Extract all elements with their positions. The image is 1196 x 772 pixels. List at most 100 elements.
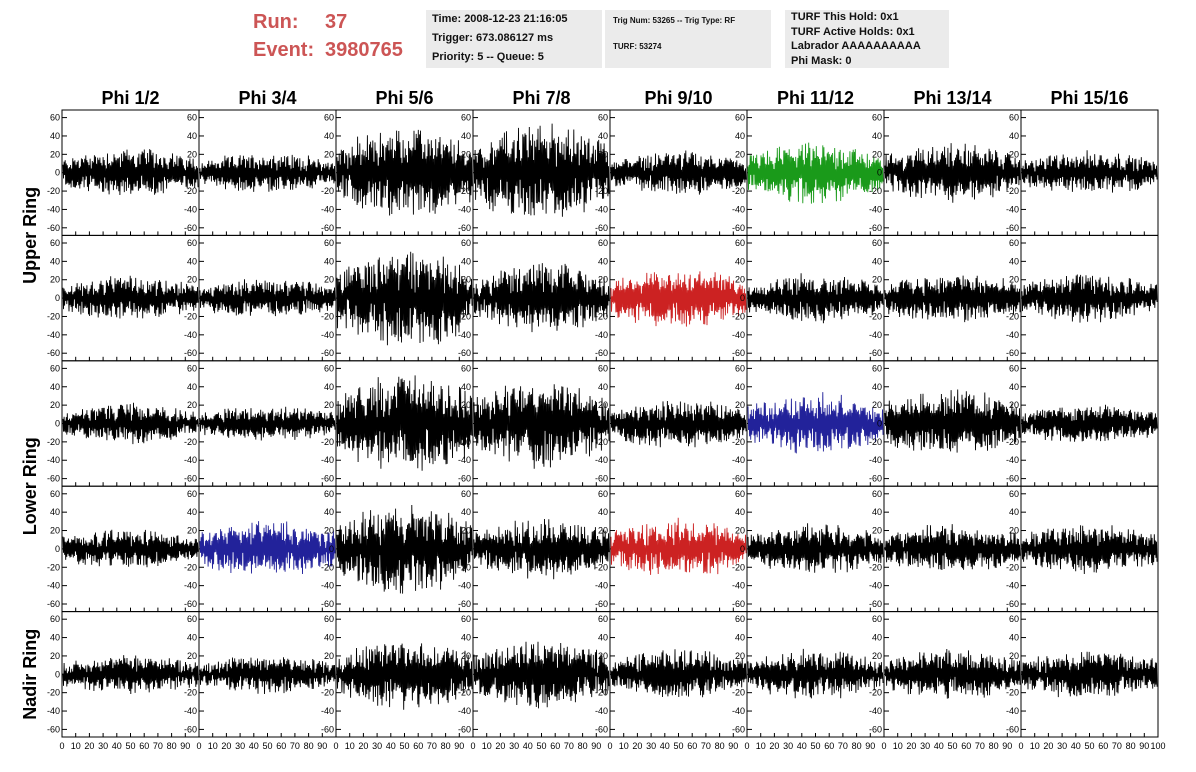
y-tick-label: 40	[872, 382, 882, 392]
y-tick-label: 0	[466, 293, 471, 303]
y-tick-label: -40	[869, 455, 882, 465]
y-tick-label: 60	[872, 614, 882, 624]
run-value: 37	[325, 11, 348, 33]
x-tick-label: 90	[1139, 741, 1149, 751]
y-tick-label: 60	[735, 113, 745, 123]
y-tick-label: 0	[192, 168, 197, 178]
y-tick-label: 20	[598, 651, 608, 661]
y-tick-label: -20	[458, 688, 471, 698]
y-tick-label: 60	[598, 489, 608, 499]
y-tick-label: 40	[461, 131, 471, 141]
waveform-trace	[473, 263, 610, 333]
waveform-trace	[610, 150, 747, 195]
y-tick-label: 40	[50, 382, 60, 392]
y-tick-label: 40	[1009, 256, 1019, 266]
y-tick-label: 60	[735, 363, 745, 373]
y-tick-label: 0	[466, 419, 471, 429]
y-tick-label: 20	[598, 275, 608, 285]
x-tick-label: 60	[961, 741, 971, 751]
x-tick-label: 60	[413, 741, 423, 751]
y-tick-label: 40	[50, 131, 60, 141]
waveform-trace	[884, 143, 1021, 203]
trig-num-text: Trig Num: 53265 -- Trig Type: RF	[613, 16, 736, 25]
y-tick-label: 40	[187, 256, 197, 266]
y-tick-label: -20	[1006, 437, 1019, 447]
y-tick-label: -40	[869, 330, 882, 340]
y-tick-label: -40	[1006, 330, 1019, 340]
y-tick-label: 60	[1009, 238, 1019, 248]
turf-active-holds-text: TURF Active Holds: 0x1	[791, 25, 915, 38]
waveform-trace	[884, 524, 1021, 571]
y-tick-label: 20	[872, 526, 882, 536]
x-tick-label: 70	[975, 741, 985, 751]
y-tick-label: -20	[458, 562, 471, 572]
y-tick-label: -40	[458, 204, 471, 214]
time-info-box: Time: 2008-12-23 21:16:05 Trigger: 673.0…	[426, 10, 602, 68]
x-tick-label: 100	[1150, 741, 1165, 751]
x-tick-label: 40	[1071, 741, 1081, 751]
y-tick-label: 40	[872, 507, 882, 517]
y-tick-label: -20	[1006, 688, 1019, 698]
y-tick-label: 0	[740, 168, 745, 178]
y-tick-label: 20	[187, 149, 197, 159]
y-tick-label: 40	[1009, 131, 1019, 141]
y-tick-label: 0	[55, 168, 60, 178]
waveform-trace	[473, 384, 610, 469]
y-tick-label: 20	[598, 149, 608, 159]
y-tick-label: 20	[50, 526, 60, 536]
y-tick-label: -60	[869, 348, 882, 358]
waveform-trace	[1021, 150, 1158, 193]
event-label: Event:	[253, 39, 315, 61]
y-tick-label: 0	[329, 544, 334, 554]
y-tick-label: 0	[877, 669, 882, 679]
y-tick-label: 60	[872, 113, 882, 123]
y-tick-label: -20	[595, 562, 608, 572]
y-tick-label: -60	[732, 599, 745, 609]
x-tick-label: 50	[810, 741, 820, 751]
y-tick-label: 40	[187, 507, 197, 517]
x-tick-label: 10	[619, 741, 629, 751]
x-tick-label: 10	[756, 741, 766, 751]
x-tick-label: 0	[607, 741, 612, 751]
y-tick-label: 20	[324, 400, 334, 410]
y-tick-label: 40	[735, 507, 745, 517]
y-tick-label: -60	[458, 223, 471, 233]
y-tick-label: 20	[461, 149, 471, 159]
y-tick-label: -20	[595, 688, 608, 698]
y-tick-label: 20	[872, 651, 882, 661]
x-tick-label: 30	[646, 741, 656, 751]
y-tick-label: 40	[187, 633, 197, 643]
y-tick-label: 60	[187, 113, 197, 123]
y-tick-label: 60	[1009, 614, 1019, 624]
y-tick-label: 0	[877, 419, 882, 429]
y-tick-label: -40	[458, 706, 471, 716]
y-tick-label: -60	[595, 474, 608, 484]
x-tick-label: 0	[196, 741, 201, 751]
y-tick-label: -20	[321, 562, 334, 572]
y-tick-label: -60	[47, 223, 60, 233]
y-tick-label: 0	[1014, 669, 1019, 679]
y-tick-label: 20	[461, 651, 471, 661]
y-tick-label: -40	[458, 455, 471, 465]
y-tick-label: 20	[461, 400, 471, 410]
y-tick-label: -20	[869, 688, 882, 698]
y-tick-label: -60	[869, 724, 882, 734]
y-tick-label: -40	[732, 204, 745, 214]
labrador-text: Labrador AAAAAAAAAA	[791, 40, 921, 52]
y-tick-label: 0	[192, 544, 197, 554]
y-tick-label: -60	[321, 474, 334, 484]
y-tick-label: 0	[877, 293, 882, 303]
y-tick-label: -20	[732, 437, 745, 447]
column-header: Phi 15/16	[1050, 88, 1128, 108]
x-tick-label: 20	[1043, 741, 1053, 751]
y-tick-label: 60	[461, 614, 471, 624]
y-tick-label: 40	[735, 256, 745, 266]
x-tick-label: 10	[1030, 741, 1040, 751]
x-tick-label: 0	[59, 741, 64, 751]
y-tick-label: 0	[329, 669, 334, 679]
y-tick-label: -40	[1006, 204, 1019, 214]
y-tick-label: 60	[461, 489, 471, 499]
x-tick-label: 50	[262, 741, 272, 751]
y-tick-label: 20	[1009, 526, 1019, 536]
waveform-trace	[62, 275, 199, 319]
